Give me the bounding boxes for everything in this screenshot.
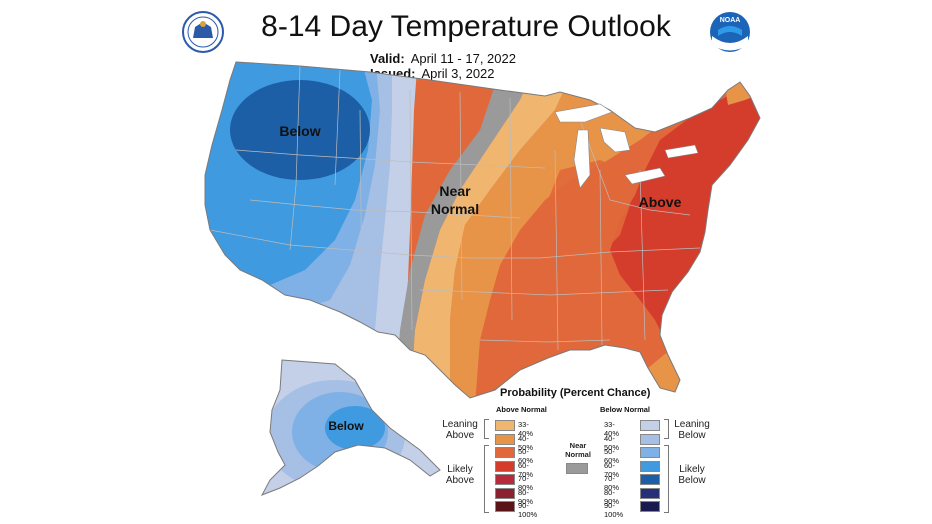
likely-above-brace bbox=[484, 445, 489, 513]
above-legend-swatch bbox=[495, 420, 515, 431]
likely-above-line-2: Above bbox=[445, 475, 475, 486]
below-legend-swatch bbox=[640, 501, 660, 512]
label-above-east: Above bbox=[639, 194, 682, 210]
near-normal-swatch bbox=[566, 463, 588, 474]
likely-below-line-1: Likely bbox=[679, 464, 705, 475]
leaning-above-line-2: Above bbox=[445, 430, 475, 441]
above-legend-swatch bbox=[495, 501, 515, 512]
below-legend-label: 60-70% bbox=[604, 460, 620, 479]
below-legend-swatch bbox=[640, 447, 660, 458]
great-lakes bbox=[554, 103, 699, 189]
above-legend-swatch bbox=[495, 447, 515, 458]
seal-logo bbox=[182, 11, 224, 53]
legend-above-heading: Above Normal bbox=[496, 405, 547, 414]
legend-near-normal: Near Normal bbox=[558, 441, 598, 459]
probability-legend: Probability (Percent Chance) Above Norma… bbox=[438, 387, 718, 519]
alaska-outline bbox=[260, 359, 441, 496]
label-below-west: Below bbox=[279, 123, 320, 139]
legend-leaning-above: Leaning Above bbox=[438, 419, 482, 441]
legend-likely-above: Likely Above bbox=[438, 464, 482, 486]
page-title: 8-14 Day Temperature Outlook bbox=[261, 10, 671, 43]
above-legend-swatch bbox=[495, 433, 515, 445]
valid-value: April 11 - 17, 2022 bbox=[410, 51, 516, 66]
leaning-below-brace bbox=[664, 419, 669, 439]
valid-label: Valid: bbox=[370, 51, 405, 66]
below-legend-swatch bbox=[640, 460, 660, 472]
below-legend-swatch bbox=[640, 487, 660, 499]
likely-below-line-2: Below bbox=[678, 475, 706, 486]
above-legend-label: 33-40% bbox=[518, 420, 534, 438]
below-legend-swatch bbox=[640, 474, 660, 485]
valid-dates: Valid: April 11 - 17, 2022 bbox=[370, 51, 516, 66]
issued-value: April 3, 2022 bbox=[421, 66, 495, 81]
below-legend-label: 80-90% bbox=[604, 487, 620, 506]
legend-below-heading: Below Normal bbox=[600, 405, 651, 414]
below-legend-swatch bbox=[640, 433, 660, 445]
label-near-normal-2: Normal bbox=[431, 201, 479, 217]
conus-outline bbox=[204, 61, 761, 399]
state-borders bbox=[209, 65, 701, 351]
leaning-below-line-2: Below bbox=[678, 430, 706, 441]
likely-above-line-1: Likely bbox=[447, 464, 473, 475]
below-legend-swatch bbox=[640, 420, 660, 431]
legend-likely-below: Likely Below bbox=[670, 464, 714, 486]
above-legend-label: 50-60% bbox=[518, 447, 534, 465]
above-legend-label: 80-90% bbox=[518, 487, 534, 506]
near-normal-line-1: Near bbox=[569, 441, 587, 450]
below-legend-label: 90-100% bbox=[604, 501, 624, 519]
leaning-below-line-1: Leaning bbox=[674, 419, 710, 430]
leaning-above-brace bbox=[484, 419, 489, 439]
above-legend-swatch bbox=[495, 460, 515, 472]
above-legend-label: 40-50% bbox=[518, 433, 534, 452]
below-legend-label: 40-50% bbox=[604, 433, 620, 452]
leaning-above-line-1: Leaning bbox=[442, 419, 478, 430]
above-legend-swatch bbox=[495, 487, 515, 499]
legend-leaning-below: Leaning Below bbox=[670, 419, 714, 441]
near-normal-line-2: Normal bbox=[565, 450, 591, 459]
below-legend-label: 33-40% bbox=[604, 420, 620, 438]
conus-shading bbox=[205, 62, 760, 398]
likely-below-brace bbox=[664, 445, 669, 513]
svg-text:NOAA: NOAA bbox=[720, 17, 741, 24]
above-legend-label: 70-80% bbox=[518, 474, 534, 492]
above-legend-swatch bbox=[495, 474, 515, 485]
label-below-alaska: Below bbox=[328, 419, 364, 433]
legend-title: Probability (Percent Chance) bbox=[500, 387, 651, 399]
below-legend-label: 50-60% bbox=[604, 447, 620, 465]
above-legend-label: 90-100% bbox=[518, 501, 538, 519]
label-near-normal-1: Near bbox=[439, 183, 471, 199]
noaa-logo: NOAA bbox=[710, 12, 750, 52]
below-legend-label: 70-80% bbox=[604, 474, 620, 492]
above-legend-label: 60-70% bbox=[518, 460, 534, 479]
